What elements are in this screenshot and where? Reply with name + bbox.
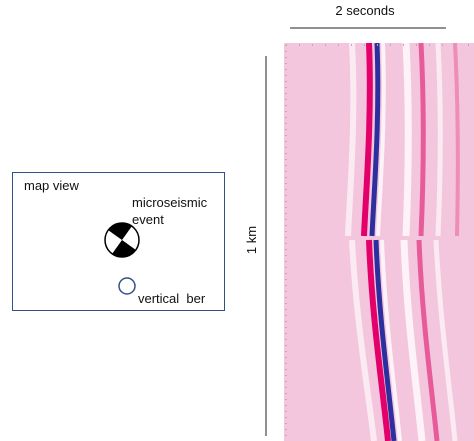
figure: 2 seconds 1 km map view microseismic	[0, 0, 474, 441]
fiber-label: vertical ber	[138, 291, 206, 306]
event-label: microseismic	[132, 195, 208, 210]
event-label: event	[132, 212, 164, 227]
distance-scale-label: 1 km	[244, 226, 259, 254]
beachball	[105, 223, 139, 258]
map-title: map view	[24, 178, 80, 193]
time-scale-label: 2 seconds	[335, 3, 395, 18]
seismic-section	[284, 43, 474, 441]
